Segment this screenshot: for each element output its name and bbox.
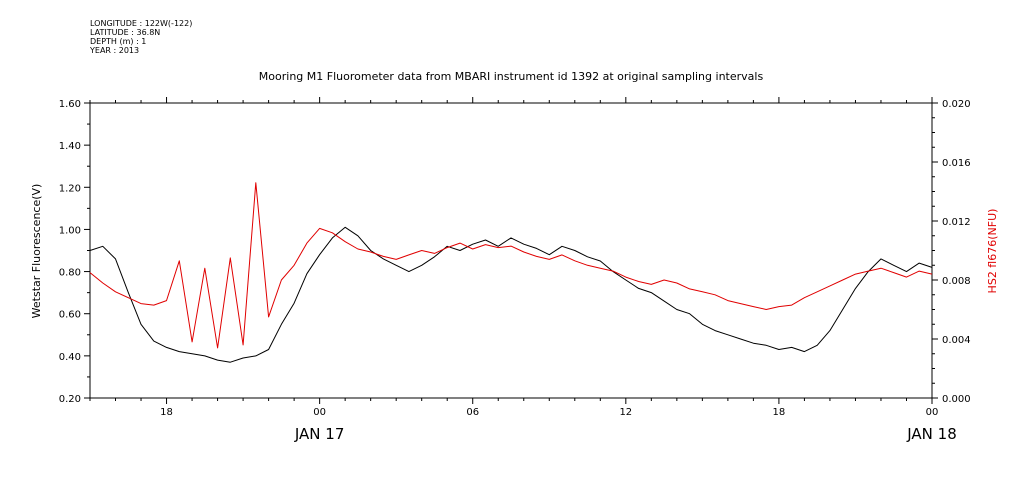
left-tick-label: 0.20 — [59, 394, 81, 405]
x-tick-label: 12 — [619, 407, 632, 418]
left-axis: 0.20 0.40 0.60 0.80 1.00 1.20 1.40 1.60 — [59, 99, 90, 405]
chart-title: Mooring M1 Fluorometer data from MBARI i… — [259, 70, 764, 83]
right-axis: 0.000 0.004 0.008 0.012 0.016 0.020 — [932, 99, 971, 405]
left-tick-label: 1.00 — [59, 225, 81, 236]
right-tick-label: 0.020 — [942, 99, 971, 110]
header-depth: DEPTH (m) : 1 — [90, 37, 147, 46]
right-tick-label: 0.000 — [942, 394, 971, 405]
left-tick-label: 1.60 — [59, 99, 81, 110]
plot-frame — [89, 102, 933, 399]
left-tick-label: 0.80 — [59, 268, 81, 279]
left-tick-label: 0.60 — [59, 310, 81, 321]
plot-border — [89, 102, 933, 399]
y-axis-left-label: Wetstar Fluorescence(V) — [30, 184, 43, 319]
left-tick-label: 1.40 — [59, 141, 81, 152]
date-label: JAN 18 — [906, 425, 957, 443]
right-tick-label: 0.008 — [942, 276, 971, 287]
date-label: JAN 17 — [294, 425, 345, 443]
y-axis-right-label: HS2 fl676(NFU) — [986, 209, 999, 294]
right-tick-label: 0.012 — [942, 217, 971, 228]
x-tick-label: 18 — [160, 407, 173, 418]
x-axis: 18 00 06 12 18 00 JAN 17 JAN 18 — [89, 97, 957, 443]
left-tick-label: 0.40 — [59, 352, 81, 363]
series-line-hs2 — [89, 182, 933, 349]
header-longitude: LONGITUDE : 122W(-122) — [90, 19, 193, 28]
header-year: YEAR : 2013 — [90, 46, 140, 55]
header-latitude: LATITUDE : 36.8N — [90, 28, 161, 37]
right-tick-label: 0.004 — [942, 335, 971, 346]
x-tick-label: 00 — [926, 407, 939, 418]
x-tick-label: 06 — [466, 407, 479, 418]
x-tick-label: 00 — [313, 407, 326, 418]
left-tick-label: 1.20 — [59, 183, 81, 194]
right-tick-label: 0.016 — [942, 158, 971, 169]
series-layer — [89, 182, 933, 363]
series-line-wetstar — [89, 226, 933, 363]
x-tick-label: 18 — [773, 407, 786, 418]
